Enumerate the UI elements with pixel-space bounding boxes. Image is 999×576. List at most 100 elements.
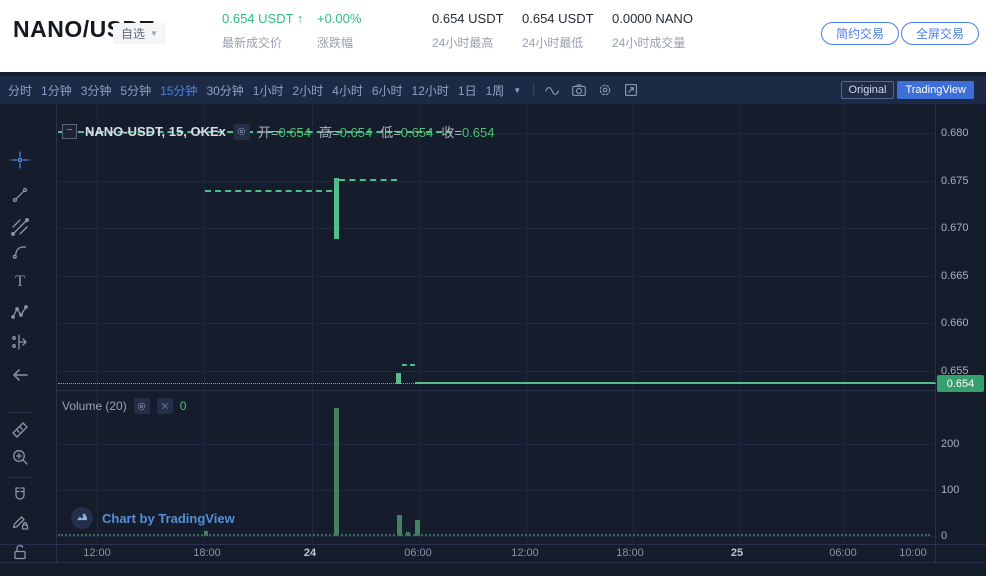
tf-4h[interactable]: 4小时 (332, 83, 363, 98)
mark-grid-h (56, 133, 935, 134)
time-tick: 18:00 (193, 547, 221, 559)
volume-indicator-name: Volume (20) (62, 399, 127, 413)
padlock-icon[interactable] (10, 542, 30, 562)
mark-grid-h (56, 276, 935, 277)
chevron-down-icon: ▼ (150, 29, 158, 38)
tf-time-share[interactable]: 分时 (8, 83, 33, 98)
mark-grid-v (204, 104, 205, 544)
time-tick: 06:00 (829, 547, 857, 559)
stat-change: +0.00% 涨跌幅 (317, 10, 361, 51)
volume-close-icon[interactable] (156, 398, 173, 414)
mark-grid-v (633, 104, 634, 544)
series-settings-gear-icon[interactable] (233, 123, 250, 140)
gann-fib-tool-icon[interactable] (10, 217, 30, 237)
tf-1m[interactable]: 1分钟 (41, 83, 72, 98)
mark-vbar (204, 531, 208, 536)
chart-marks-layer[interactable] (0, 72, 986, 576)
mark-dash (205, 190, 332, 192)
crosshair-tool-icon[interactable] (10, 150, 30, 170)
back-arrow-icon[interactable] (10, 365, 30, 385)
simple-trade-button[interactable]: 简约交易 (820, 22, 899, 45)
low-label: 24小时最低 (522, 36, 584, 50)
volume-legend: Volume (20) 0 (62, 398, 186, 414)
ohlc-open: 开=0.654 (257, 125, 312, 140)
last-price-label: 最新成交价 (222, 36, 283, 50)
time-tick: 10:00 (899, 547, 927, 559)
time-tick-day: 25 (730, 547, 744, 559)
forecast-tool-icon[interactable] (10, 332, 30, 352)
time-tick: 06:00 (404, 547, 432, 559)
camera-icon[interactable] (568, 79, 590, 101)
stat-24h-high: 0.654 USDT 24小时最高 (432, 10, 504, 51)
price-axis[interactable]: 0.680 0.675 0.670 0.665 0.660 0.655 0.65… (936, 104, 986, 544)
xabcd-pattern-tool-icon[interactable] (10, 302, 30, 322)
volume-tick: 200 (941, 438, 960, 450)
tf-12h[interactable]: 12小时 (411, 83, 449, 98)
price-tick: 0.675 (941, 175, 969, 187)
zoom-in-tool-icon[interactable] (10, 447, 30, 467)
mark-grid-h (56, 536, 935, 537)
mark-vbar (397, 515, 402, 536)
ohlc-high: 高=0.654 (319, 125, 373, 140)
brush-tool-icon[interactable] (10, 242, 30, 262)
mark-grid-h (56, 490, 935, 491)
magnet-tool-icon[interactable] (10, 485, 30, 505)
mark-grid-v (843, 104, 844, 544)
tradingview-attribution[interactable]: Chart by TradingView (71, 507, 235, 529)
volume-label: 24小时成交量 (612, 36, 686, 50)
mark-grid-v (740, 104, 741, 544)
time-axis[interactable]: 12:00 18:00 24 06:00 12:00 18:00 25 06:0… (0, 544, 986, 562)
fullscreen-trade-button[interactable]: 全屏交易 (900, 22, 979, 45)
mark-border-h (56, 390, 935, 391)
tf-5m[interactable]: 5分钟 (120, 83, 152, 98)
stat-24h-volume: 0.0000 NANO 24小时成交量 (612, 10, 693, 51)
text-tool-icon[interactable]: T (15, 273, 25, 290)
tf-1d[interactable]: 1日 (457, 83, 477, 98)
measure-ruler-icon[interactable] (10, 420, 30, 440)
volume-tick: 100 (941, 484, 960, 496)
chart-toolbar: 分时 1分钟 3分钟 5分钟 15分钟 30分钟 1小时 2小时 4小时 6小时… (0, 76, 986, 104)
high-label: 24小时最高 (432, 36, 494, 50)
tf-1w[interactable]: 1周 (485, 83, 505, 98)
mark-grid-h (56, 181, 935, 182)
line-style-icon[interactable] (542, 79, 564, 101)
attribution-text: Chart by TradingView (102, 510, 235, 526)
time-tick: 12:00 (511, 547, 539, 559)
tf-2h[interactable]: 2小时 (292, 83, 324, 98)
toggle-tradingview[interactable]: TradingView (897, 81, 974, 99)
favorite-dropdown-button[interactable]: 自选 ▼ (113, 23, 166, 44)
change-value: +0.00% (317, 11, 362, 26)
tf-3m[interactable]: 3分钟 (80, 83, 112, 98)
price-tick: 0.680 (941, 127, 969, 139)
mark-grid-h (56, 323, 935, 324)
tf-6h[interactable]: 6小时 (371, 83, 403, 98)
tf-30m[interactable]: 30分钟 (206, 83, 244, 98)
tools-divider (7, 477, 33, 478)
volume-current-value: 0 (179, 399, 187, 413)
mark-grid-v (97, 104, 98, 544)
tf-1h[interactable]: 1小时 (252, 83, 284, 98)
mark-candle (396, 373, 401, 384)
timeframe-more-chevron-icon[interactable]: ▼ (513, 85, 522, 95)
mark-border-v (935, 104, 936, 562)
mark-vbar (415, 520, 420, 536)
tf-15m[interactable]: 15分钟 (160, 83, 198, 98)
time-tick: 12:00 (83, 547, 111, 559)
fullscreen-chart-icon[interactable] (620, 79, 642, 101)
ticker-stats: 0.654 USDT ↑ 最新成交价 +0.00% 涨跌幅 0.654 USDT… (222, 10, 782, 60)
series-legend: − NANO-USDT, 15, OKEx 开=0.654 高=0.654 低=… (62, 123, 495, 140)
change-label: 涨跌幅 (317, 36, 354, 50)
legend-collapse-icon[interactable]: − (62, 124, 77, 139)
drawing-lock-icon[interactable] (10, 512, 30, 532)
price-tick: 0.670 (941, 222, 969, 234)
price-tick: 0.665 (941, 270, 969, 282)
ohlc-low: 低=0.654 (380, 125, 434, 140)
volume-settings-gear-icon[interactable] (133, 398, 150, 414)
trend-line-tool-icon[interactable] (10, 185, 30, 205)
toggle-original[interactable]: Original (840, 81, 895, 99)
last-price-badge: 0.654 (937, 375, 984, 392)
settings-gear-icon[interactable] (594, 79, 616, 101)
high-value: 0.654 USDT (432, 11, 504, 26)
mark-vbar (334, 408, 339, 536)
volume-tick: 0 (941, 530, 948, 542)
